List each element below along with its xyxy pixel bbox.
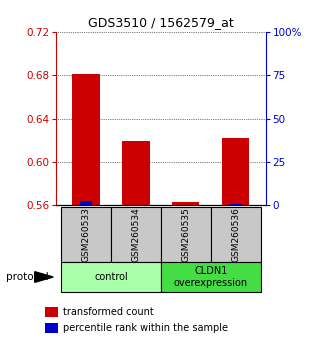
Bar [172, 201, 199, 207]
Bar [211, 207, 260, 262]
Bar [72, 74, 100, 207]
Text: protocol: protocol [6, 272, 49, 282]
Bar [222, 138, 249, 207]
Text: GSM260533: GSM260533 [82, 207, 91, 262]
Text: GSM260535: GSM260535 [181, 207, 190, 262]
Text: CLDN1
overexpression: CLDN1 overexpression [174, 266, 248, 288]
Bar [80, 201, 92, 207]
Text: transformed count: transformed count [63, 307, 154, 317]
Bar [122, 141, 149, 207]
Bar [111, 207, 161, 262]
Bar [130, 205, 142, 207]
Text: control: control [94, 272, 128, 282]
Bar [45, 323, 58, 333]
Bar [161, 262, 260, 292]
Text: percentile rank within the sample: percentile rank within the sample [63, 323, 228, 333]
Text: GSM260536: GSM260536 [231, 207, 240, 262]
Bar [61, 207, 111, 262]
Bar [45, 307, 58, 317]
Text: GSM260534: GSM260534 [131, 207, 140, 262]
Bar [61, 262, 161, 292]
Bar [229, 204, 242, 207]
Bar [180, 205, 192, 207]
Polygon shape [35, 272, 53, 282]
Title: GDS3510 / 1562579_at: GDS3510 / 1562579_at [88, 16, 234, 29]
Bar [161, 207, 211, 262]
